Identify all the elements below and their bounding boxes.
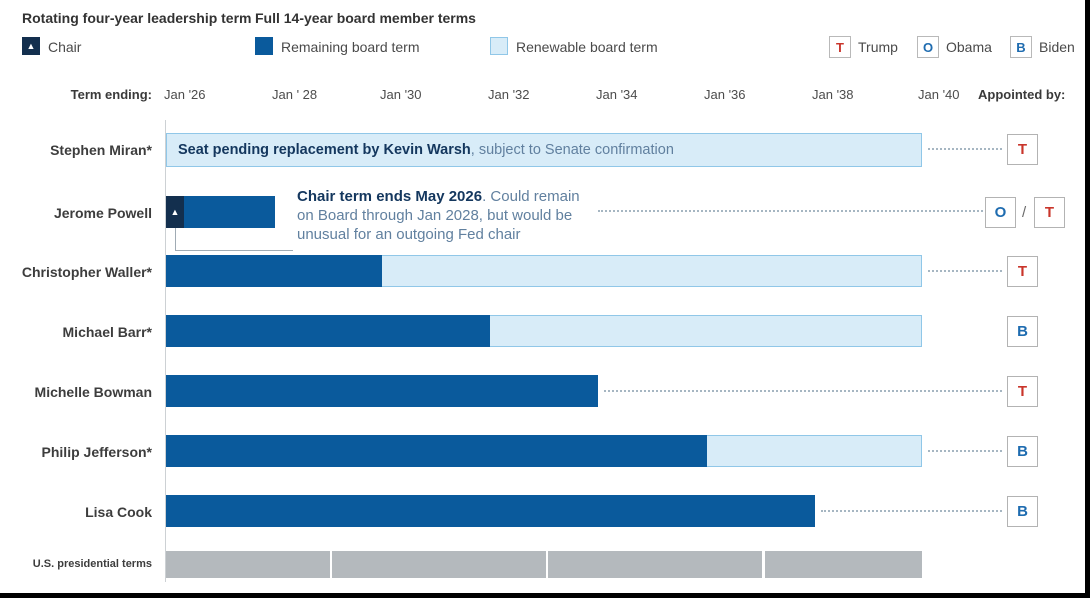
bar-lisa-cook [166,495,922,527]
y-axis-line [165,120,166,582]
leader-dots [928,270,1002,272]
presidential-term-segment [332,551,547,578]
presidential-terms-bar [166,551,922,578]
trump-legend-icon: T [829,36,851,58]
annotation-line-2: on Board through Jan 2028, but would be [297,207,573,224]
tick-jan-34: Jan '34 [596,87,638,102]
renewable-bar-segment [707,435,922,467]
bar-michael-barr [166,315,922,347]
leader-dots [604,390,1002,392]
bar-philip-jefferson [166,435,922,467]
bar-stephen-miran: Seat pending replacement by Kevin Warsh,… [166,133,922,167]
bar-jerome-powell: ▲ [166,196,922,228]
chair-marker-icon: ▲ [166,196,184,228]
appointed-by-badge-biden: B [1007,436,1038,467]
tick-jan-32: Jan '32 [488,87,530,102]
bar-michelle-bowman [166,375,922,407]
renewable-bar-segment [166,133,922,167]
chair-legend-label: Chair [48,39,82,55]
remaining-bar-segment [166,315,491,347]
obama-legend-icon: O [917,36,939,58]
annotation-line-3: unusual for an outgoing Fed chair [297,226,521,243]
annotation-rest-text: . Could remain [482,188,580,205]
row-label-presidential-terms: U.S. presidential terms [32,558,152,570]
appointed-by-badge-obama: O [985,197,1016,228]
remaining-bar-segment [166,375,598,407]
miran-bar-note: Seat pending replacement by Kevin Warsh,… [178,133,674,167]
leader-dots [598,210,983,212]
row-label-christopher-waller: Christopher Waller* [21,264,152,280]
remaining-bar-segment [166,196,275,228]
miran-note-rest: , subject to Senate confirmation [470,142,674,158]
obama-legend-label: Obama [946,39,992,55]
renewable-bar-segment [382,255,922,287]
row-label-michelle-bowman: Michelle Bowman [34,384,152,400]
trump-legend-label: Trump [858,39,898,55]
leadership-term-title: Rotating four-year leadership term [22,10,252,26]
renewable-term-label: Renewable board term [516,39,658,55]
bar-christopher-waller [166,255,922,287]
tick-jan-26: Jan '26 [164,87,206,102]
chair-legend-icon: ▲ [22,37,40,55]
leader-dots [928,148,1002,150]
row-label-philip-jefferson: Philip Jefferson* [41,444,152,460]
biden-legend-icon: B [1010,36,1032,58]
row-label-michael-barr: Michael Barr* [62,324,152,340]
powell-annotation: Chair term ends May 2026. Could remain o… [297,187,627,244]
annotation-line-1: Chair term ends May 2026. Could remain [297,187,627,206]
term-ending-axis-label: Term ending: [70,87,152,102]
presidential-term-segment [547,551,762,578]
chair-annotation-leader-line [175,228,293,251]
row-label-lisa-cook: Lisa Cook [85,504,152,520]
row-label-jerome-powell: Jerome Powell [53,205,152,221]
appointed-by-badge-trump: T [1034,197,1065,228]
appointed-by-axis-label: Appointed by: [978,87,1066,102]
appointed-by-badge-biden: B [1007,496,1038,527]
appointed-by-badge-trump: T [1007,134,1038,165]
remaining-term-swatch [255,37,273,55]
appointed-by-badge-biden: B [1007,316,1038,347]
remaining-term-label: Remaining board term [281,39,420,55]
x-axis-ticks: Jan '26 Jan ' 28 Jan '30 Jan '32 Jan '34… [0,87,1085,105]
appointed-by-badge-trump: T [1007,256,1038,287]
tick-jan-38: Jan '38 [812,87,854,102]
badge-separator: / [1022,204,1027,221]
remaining-bar-segment [166,255,383,287]
remaining-bar-segment [166,495,815,527]
tick-jan-40: Jan '40 [918,87,960,102]
appointed-by-badge-trump: T [1007,376,1038,407]
row-label-stephen-miran: Stephen Miran* [50,142,152,158]
tick-jan-28: Jan ' 28 [272,87,318,102]
remaining-bar-segment [166,435,708,467]
tick-jan-30: Jan '30 [380,87,422,102]
renewable-term-swatch [490,37,508,55]
renewable-bar-segment [490,315,922,347]
leader-dots [928,450,1002,452]
presidential-term-segment [166,551,331,578]
miran-note-bold: Seat pending replacement by Kevin Warsh [178,142,471,158]
leader-dots [821,510,1002,512]
board-term-title: Full 14-year board member terms [255,10,476,26]
tick-jan-36: Jan '36 [704,87,746,102]
presidential-term-segment [764,551,922,578]
annotation-bold-text: Chair term ends May 2026 [297,188,483,205]
biden-legend-label: Biden [1039,39,1075,55]
